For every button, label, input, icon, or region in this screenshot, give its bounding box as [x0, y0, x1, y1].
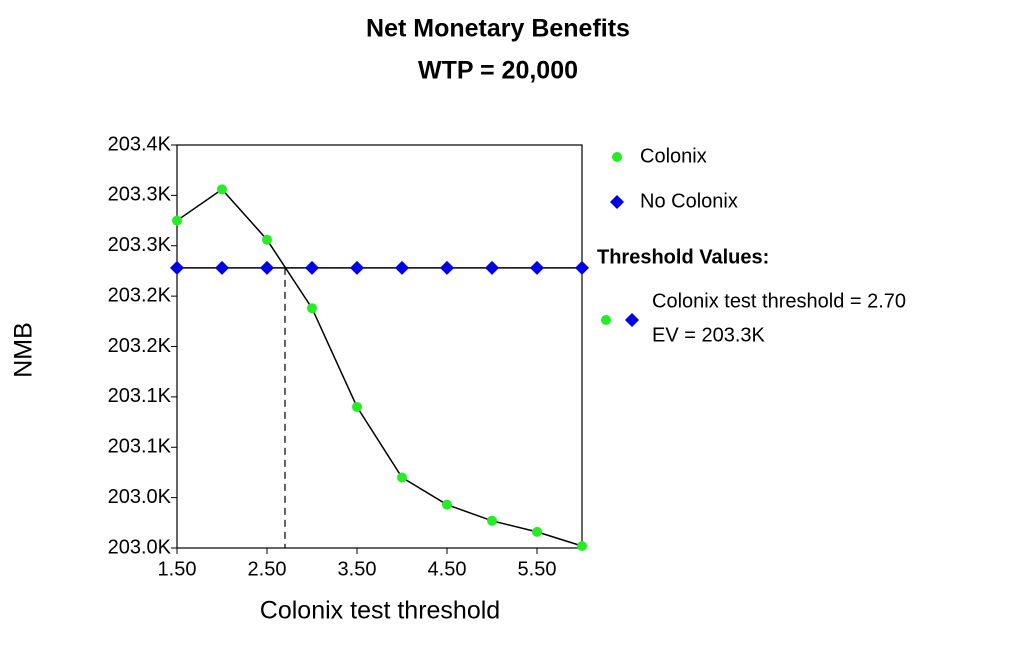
threshold-marker [601, 315, 611, 325]
x-tick-label: 5.50 [518, 558, 557, 580]
x-tick-label: 1.50 [158, 558, 197, 580]
data-point [172, 215, 182, 226]
y-tick-label: 203.1K [108, 385, 172, 407]
y-tick-label: 203.0K [108, 486, 172, 508]
data-point [305, 260, 319, 275]
y-tick-label: 203.2K [108, 284, 172, 306]
y-tick-label: 203.4K [108, 133, 172, 155]
data-point [575, 260, 589, 275]
x-tick-label: 4.50 [428, 558, 467, 580]
threshold-label: Colonix test threshold = 2.70 [652, 290, 906, 312]
x-axis-label: Colonix test threshold [260, 597, 500, 625]
data-point [217, 184, 227, 195]
data-point [485, 260, 499, 275]
data-point [352, 401, 362, 412]
ev-label: EV = 203.3K [652, 324, 766, 346]
data-point [532, 526, 542, 537]
y-tick-label: 203.3K [108, 234, 172, 256]
y-tick-label: 203.3K [108, 184, 172, 206]
data-point [395, 260, 409, 275]
data-point [262, 234, 272, 245]
data-point [487, 515, 497, 526]
data-point [397, 472, 407, 483]
data-point [215, 260, 229, 275]
y-tick-label: 203.1K [108, 436, 172, 458]
data-point [530, 260, 544, 275]
series-line [176, 188, 583, 547]
plot-frame [176, 144, 583, 549]
legend-marker [612, 152, 622, 162]
threshold-title: Threshold Values: [597, 246, 769, 268]
x-tick-label: 3.50 [338, 558, 377, 580]
data-point [170, 260, 184, 275]
y-tick-label: 203.2K [108, 335, 172, 357]
data-point [350, 260, 364, 275]
chart-title: Net Monetary Benefits [366, 15, 630, 43]
legend-marker [610, 195, 624, 209]
legend-label: Colonix [640, 145, 707, 167]
y-axis-label: NMB [10, 322, 38, 378]
data-point [307, 303, 317, 314]
x-tick-label: 2.50 [248, 558, 287, 580]
legend-label: No Colonix [640, 190, 738, 212]
data-point [260, 260, 274, 275]
data-point [442, 499, 452, 510]
data-point [577, 540, 587, 551]
y-tick-label: 203.0K [108, 536, 172, 558]
data-point [440, 260, 454, 275]
threshold-marker [625, 313, 639, 327]
chart-subtitle: WTP = 20,000 [418, 57, 578, 85]
